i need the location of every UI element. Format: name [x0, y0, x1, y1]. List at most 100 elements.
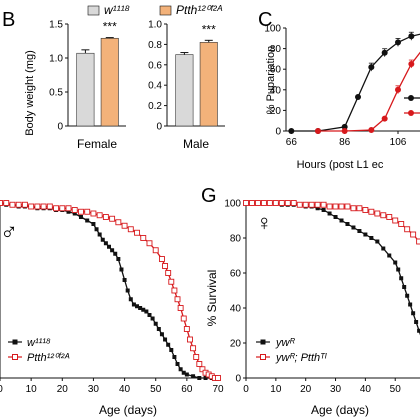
female-survival-series-0-point: [417, 328, 420, 333]
male-survival-series-0-point: [110, 248, 115, 253]
female-weight-significance: ***: [103, 20, 117, 34]
female-survival-series-1-point: [302, 201, 309, 208]
male-survival-series-1-point: [90, 210, 97, 217]
male-weight-bar: [199, 42, 218, 127]
pupariation-series-0-point: [395, 39, 401, 46]
male-survival-series-0-point: [116, 257, 121, 261]
female-survival-series-1-point: [332, 203, 339, 210]
pupariation-series-1-point: [395, 86, 401, 93]
female-legend: ywᴿ ywᴿ; Ptthᵀᴵ: [256, 337, 328, 364]
male-survival-series-1-point: [102, 214, 109, 220]
pupariation-series-1-point: [408, 61, 415, 68]
pupariation-series-0-point: [381, 49, 388, 56]
female-survival-series-1-point: [380, 212, 387, 219]
male-survival-series-1-point: [34, 203, 41, 210]
female-survival-x-tick-label: 0: [243, 384, 249, 395]
female-survival-series-0-point: [345, 222, 350, 226]
pupariation-series-0-point: [341, 123, 348, 130]
female-survival-y-tick-label: 0: [235, 374, 241, 385]
panel-male-survival: ♂ Age (days) 0 10 20 30 40 50 60 70 w¹¹¹⁸ Ptth¹…: [0, 200, 224, 417]
male-survival-series-1-point: [171, 287, 178, 294]
male-survival-series-0-point: [181, 370, 186, 375]
male-survival-series-1-point: [28, 203, 35, 210]
male-survival-x-tick-label: 30: [88, 384, 100, 395]
male-survival-series-1-point: [199, 366, 206, 373]
male-xlabel: Age (days): [99, 403, 157, 417]
panel-c-letter: C: [258, 9, 272, 31]
female-survival-series-0-point: [381, 246, 386, 251]
male-weight-y-tick-label: 0.2: [148, 101, 162, 112]
female-survival-series-0-point: [327, 211, 332, 216]
male-survival-series-1-point: [15, 201, 22, 208]
male-survival-series-0-point: [85, 218, 90, 223]
male-survival-series-1-point: [165, 270, 172, 276]
male-survival-series-1-point: [162, 263, 169, 269]
male-survival-series-1-point: [140, 235, 147, 241]
male-survival-series-0-point: [119, 267, 124, 272]
panel-g-xlabel: Age (days): [311, 403, 369, 417]
male-survival-series-1-point: [0, 200, 3, 206]
male-survival-series-0-point: [191, 374, 196, 379]
male-survival-series-1-point: [96, 212, 103, 219]
male-survival-series-0-point: [113, 251, 118, 256]
panel-c-plot: 66 86 106 0 20 40 60 80 100: [264, 24, 420, 148]
panel-g-ylabel: % Survival: [205, 270, 219, 327]
male-legend-label-wt: w¹¹¹⁸: [27, 337, 51, 349]
male-survival-series-1-point: [168, 278, 175, 285]
female-survival-series-0-point: [333, 215, 338, 219]
female-survival-series-1-point: [344, 203, 351, 210]
female-survival-series-0-point: [315, 206, 320, 211]
female-survival-series-1-point: [266, 200, 273, 206]
female-survival-series-1-point: [374, 210, 381, 217]
male-survival-series-1-point: [152, 247, 159, 254]
female-survival-series-0-point: [387, 253, 392, 258]
pupariation-y-tick-label: 80: [270, 44, 282, 55]
female-weight-group-label: Female: [77, 137, 117, 151]
male-survival-series-0-point: [172, 355, 177, 359]
female-survival-series-0-point: [414, 320, 419, 324]
pupariation-series-1-line: [318, 51, 420, 132]
panel-g-letter: G: [201, 185, 217, 207]
male-legend-marker-wt: [12, 339, 18, 345]
panel-b-ylabel: Body weight (mg): [24, 50, 36, 136]
female-survival-series-1-point: [249, 200, 255, 206]
male-survival-series-1-point: [115, 219, 122, 226]
male-survival-x-tick-label: 10: [26, 384, 38, 395]
male-weight-significance: ***: [202, 22, 216, 36]
female-survival-series-1-point: [356, 205, 363, 212]
female-weight-bar: [76, 52, 95, 127]
male-survival-x-tick-label: 50: [150, 384, 162, 395]
male-survival-series-0-point: [138, 306, 143, 310]
male-survival-series-1-point: [46, 203, 53, 210]
pupariation-y-tick-label: 100: [264, 24, 281, 35]
male-survival-series-1-point: [84, 208, 91, 215]
female-survival-series-0-point: [375, 239, 380, 244]
male-survival-series-0-point: [163, 337, 168, 342]
pupariation-series-1-point: [368, 126, 375, 133]
male-survival-series-0-point: [122, 278, 127, 282]
male-survival-series-1-point: [146, 240, 153, 247]
female-survival-series-1-point: [350, 205, 357, 212]
female-survival-series-0-point: [399, 276, 404, 281]
female-survival-series-0-point: [321, 208, 326, 212]
female-survival-series-0-point: [405, 293, 410, 298]
male-weight-bar: [175, 54, 194, 127]
male-survival-x-tick-label: 40: [119, 384, 131, 395]
female-survival-series-0-point: [402, 285, 407, 289]
male-survival-series-1-point: [215, 375, 221, 381]
female-survival-series-1-point: [243, 200, 249, 206]
male-weight-y-tick-label: 0.8: [148, 40, 162, 51]
female-weight-y-tick-label: 1.5: [49, 20, 63, 31]
pupariation-legend-marker-0: [408, 95, 414, 101]
female-survival-series-1-point: [278, 200, 285, 206]
female-survival-x-tick-label: 30: [330, 384, 342, 395]
male-survival-series-1-point: [193, 354, 200, 360]
female-weight-y-tick-label: 0.5: [49, 88, 63, 99]
male-legend-label-mutant: Ptth¹²⁰ᶠ²ᴬ: [27, 352, 70, 364]
female-survival-series-1-point: [410, 231, 417, 238]
male-survival-series-0-point: [178, 367, 183, 372]
female-survival-x-tick-label: 40: [360, 384, 372, 395]
male-weight-y-tick-label: 0.6: [148, 60, 162, 71]
pupariation-series-0-point: [408, 33, 415, 40]
